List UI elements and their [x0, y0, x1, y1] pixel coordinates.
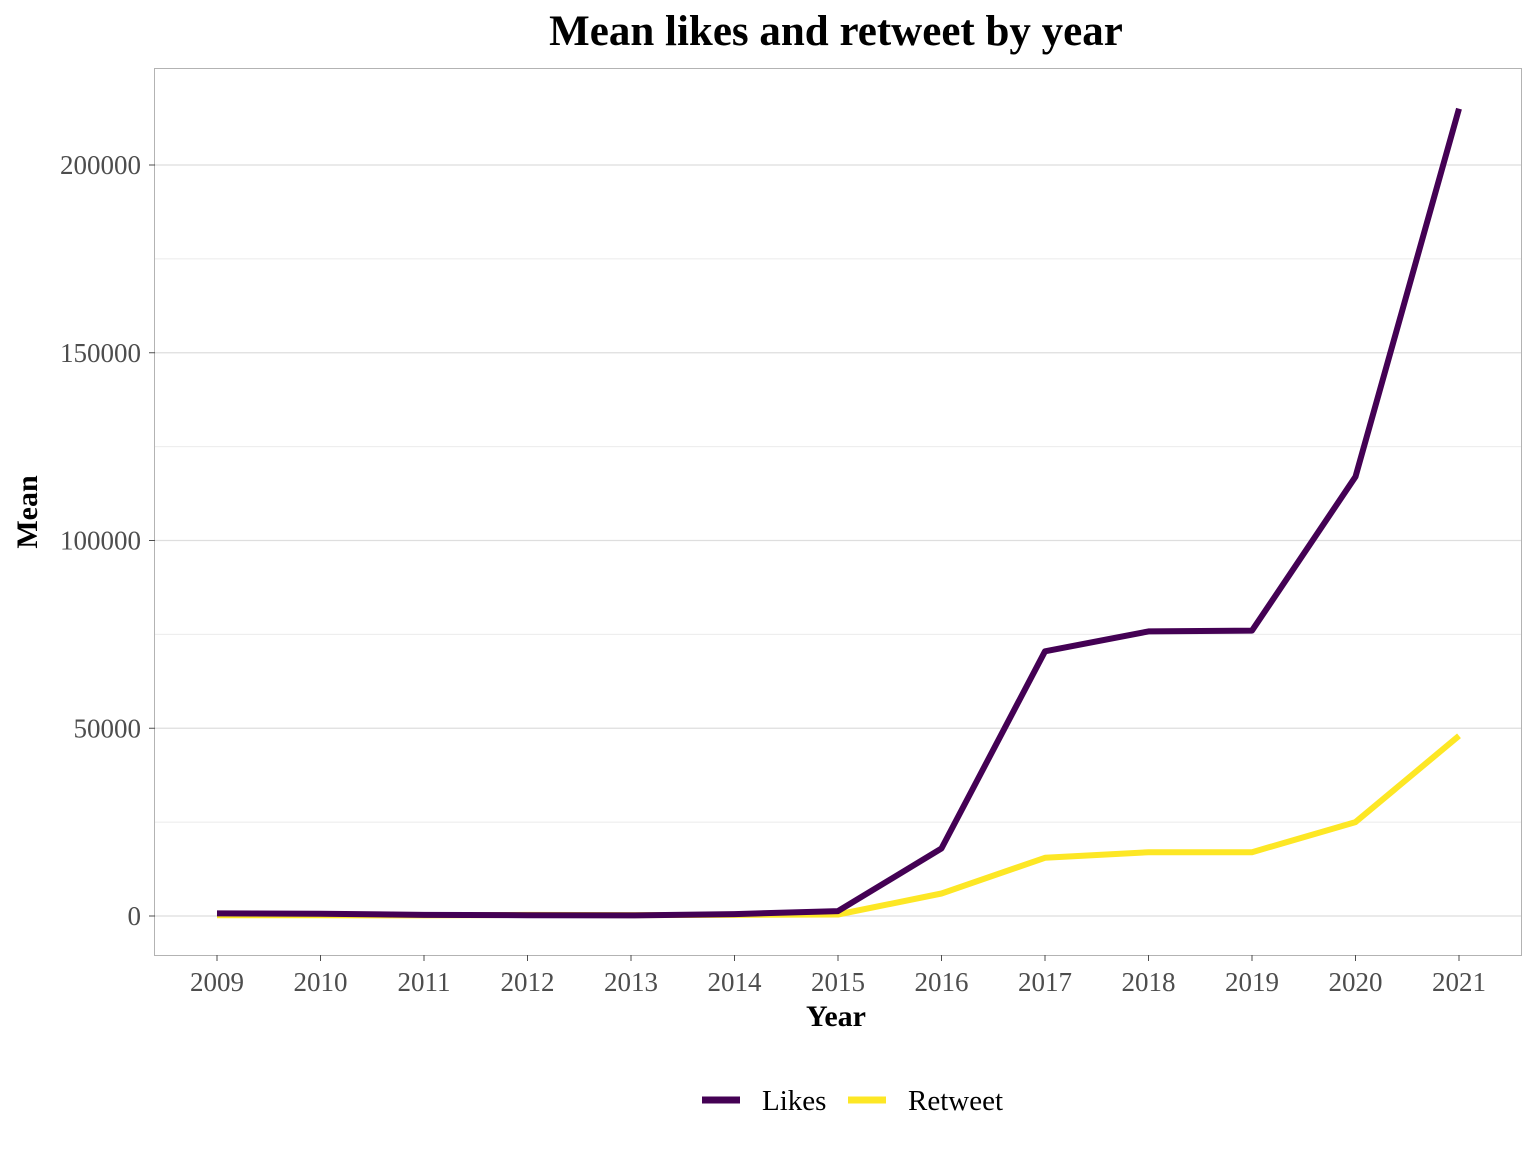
legend-label-retweet: Retweet [908, 1085, 1003, 1117]
legend-label-likes: Likes [762, 1085, 826, 1117]
x-tick-label: 2009 [190, 967, 244, 997]
x-tick-label: 2016 [915, 967, 969, 997]
x-tick-label: 2012 [501, 967, 555, 997]
x-tick-label: 2018 [1122, 967, 1176, 997]
y-tick-label: 50000 [74, 713, 142, 743]
x-tick-label: 2014 [708, 967, 763, 997]
x-tick-label: 2015 [811, 967, 865, 997]
x-tick-label: 2017 [1018, 967, 1072, 997]
gridlines [155, 164, 1521, 917]
y-tick-label: 150000 [60, 338, 141, 368]
x-tick-label: 2010 [294, 967, 348, 997]
y-axis-ticks: 0 50000 100000 150000 200000 [60, 150, 155, 931]
x-tick-label: 2011 [398, 967, 451, 997]
x-axis-ticks: 2009 2010 2011 2012 2013 2014 2015 2016 2017 2018… [190, 955, 1486, 997]
x-axis-title: Year [806, 1000, 866, 1033]
chart-title: Mean likes and retweet by year [549, 8, 1123, 55]
series-line-likes [216, 107, 1462, 919]
series-lines [216, 107, 1462, 919]
plot-panel [154, 68, 1522, 956]
y-tick-label: 200000 [60, 150, 141, 180]
x-tick-label: 2020 [1329, 967, 1383, 997]
x-tick-label: 2019 [1225, 967, 1279, 997]
y-tick-label: 100000 [60, 526, 141, 556]
x-tick-label: 2021 [1432, 967, 1486, 997]
x-tick-label: 2013 [604, 967, 658, 997]
y-tick-label: 0 [128, 901, 142, 931]
legend: Likes Retweet [702, 1085, 1003, 1117]
y-axis-title: Mean [11, 475, 44, 549]
